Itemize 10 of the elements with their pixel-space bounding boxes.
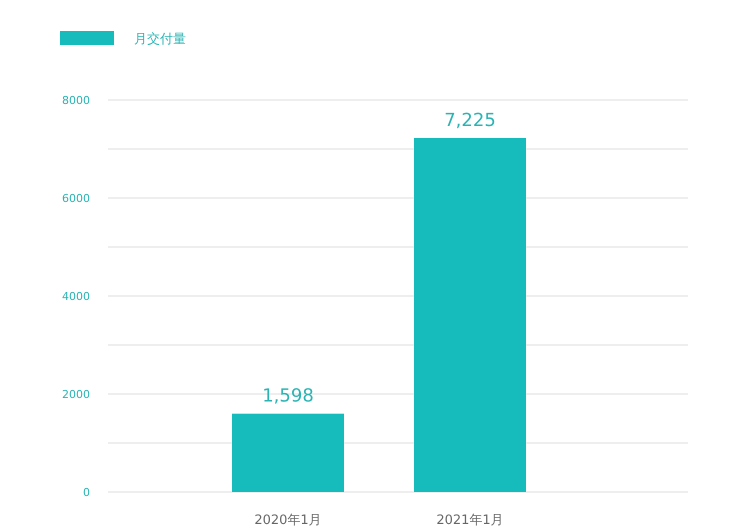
legend-label: 月交付量 bbox=[134, 31, 186, 47]
y-tick-label: 0 bbox=[83, 486, 90, 499]
y-tick-label: 8000 bbox=[62, 94, 90, 107]
x-tick-label: 2020年1月 bbox=[254, 513, 322, 528]
y-tick-label: 6000 bbox=[62, 192, 90, 205]
y-tick-label: 2000 bbox=[62, 388, 90, 401]
y-tick-label: 4000 bbox=[62, 290, 90, 303]
data-label: 7,225 bbox=[444, 110, 496, 131]
data-label: 1,598 bbox=[262, 386, 314, 407]
x-tick-label: 2021年1月 bbox=[436, 513, 504, 528]
